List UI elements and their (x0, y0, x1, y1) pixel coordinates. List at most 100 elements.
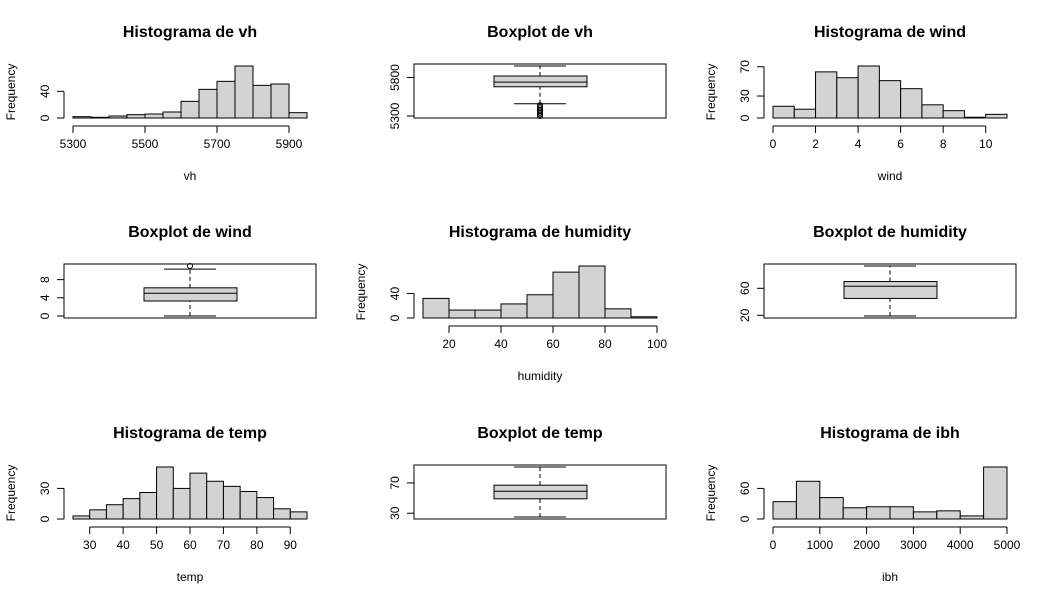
bar (122, 498, 141, 520)
x-tick-label: 20 (442, 337, 456, 351)
bar (288, 112, 308, 119)
bar (256, 497, 275, 520)
y-tick-label: 5300 (388, 102, 402, 129)
bar (842, 507, 868, 520)
bar (72, 116, 92, 119)
y-tick-label: 30 (388, 506, 402, 520)
outlier (537, 102, 543, 109)
y-axis-label: Frequency (4, 64, 18, 121)
bar (162, 111, 182, 119)
x-tick-label: 60 (183, 538, 197, 552)
x-tick-label: 30 (83, 538, 97, 552)
box (493, 75, 588, 88)
x-tick-label: 6 (897, 137, 904, 151)
y-axis-label: Frequency (704, 64, 718, 121)
x-tick-label: 90 (284, 538, 298, 552)
bar (795, 480, 821, 520)
box (843, 281, 938, 299)
x-tick-label: 40 (116, 538, 130, 552)
bar (289, 511, 308, 520)
y-tick-label: 70 (738, 60, 752, 74)
bar (206, 480, 224, 520)
bar (139, 491, 158, 520)
y-tick-label: 0 (38, 114, 52, 121)
bar (772, 105, 795, 119)
x-tick-label: 80 (250, 538, 264, 552)
chart-title: Histograma de wind (814, 24, 966, 41)
chart-title: Histograma de temp (113, 425, 267, 442)
chart-title: Histograma de ibh (820, 425, 960, 442)
bar (89, 509, 107, 520)
chart-title: Histograma de humidity (449, 224, 631, 241)
y-tick-label: 4 (38, 294, 52, 301)
y-tick-label: 0 (38, 515, 52, 522)
bar (222, 485, 241, 520)
bar (772, 501, 797, 520)
y-tick-label: 30 (38, 481, 52, 495)
bar (239, 490, 258, 520)
y-axis-label: Frequency (4, 465, 18, 522)
bar (942, 110, 965, 119)
x-tick-label: 3000 (900, 538, 927, 552)
x-tick-label: 2 (812, 137, 819, 151)
bar (983, 466, 1008, 520)
chart-title: Boxplot de humidity (813, 224, 967, 241)
bar (474, 309, 502, 319)
bar (234, 65, 254, 119)
chart-title: Histograma de vh (123, 24, 257, 41)
bar (921, 104, 944, 119)
y-tick-label: 70 (388, 476, 402, 490)
x-tick-label: 10 (979, 137, 993, 151)
bar (604, 308, 632, 319)
bar (836, 77, 859, 119)
x-tick-label: 5300 (60, 137, 87, 151)
y-axis-label: Frequency (704, 465, 718, 522)
x-tick-label: 0 (770, 538, 777, 552)
bar (273, 508, 291, 520)
bar (448, 309, 476, 319)
bar (526, 294, 554, 319)
x-tick-label: 100 (647, 337, 667, 351)
y-tick-label: 60 (738, 481, 752, 495)
bar (105, 504, 124, 520)
y-tick-label: 0 (738, 515, 752, 522)
bar (900, 88, 923, 119)
x-tick-label: 50 (150, 538, 164, 552)
x-tick-label: 70 (217, 538, 231, 552)
bar (180, 100, 200, 119)
x-tick-label: 4000 (947, 538, 974, 552)
x-tick-label: 60 (546, 337, 560, 351)
x-tick-label: 80 (598, 337, 612, 351)
bar (144, 113, 164, 119)
y-tick-label: 40 (38, 84, 52, 98)
x-tick-label: 2000 (853, 538, 880, 552)
x-axis-label: humidity (518, 369, 563, 383)
bar (189, 472, 208, 520)
outlier (187, 263, 193, 269)
bar (889, 506, 914, 520)
x-axis-label: temp (177, 570, 204, 584)
box (143, 287, 238, 302)
x-axis-label: wind (877, 169, 903, 183)
bar (108, 115, 128, 119)
bar (578, 265, 606, 319)
y-tick-label: 0 (38, 312, 52, 319)
bar (857, 65, 880, 119)
x-tick-label: 40 (494, 337, 508, 351)
y-tick-label: 30 (738, 89, 752, 103)
x-axis-label: ibh (882, 570, 898, 584)
bar (630, 316, 658, 319)
x-tick-label: 5500 (132, 137, 159, 151)
bar (90, 116, 110, 119)
bar (270, 83, 290, 119)
x-axis-label: vh (184, 169, 197, 183)
y-tick-label: 60 (738, 281, 752, 295)
bar (936, 510, 961, 520)
box (493, 484, 588, 500)
bar (126, 114, 146, 119)
bar (878, 80, 902, 119)
chart-title: Boxplot de temp (477, 425, 603, 442)
y-tick-label: 20 (738, 308, 752, 322)
x-tick-label: 4 (855, 137, 862, 151)
